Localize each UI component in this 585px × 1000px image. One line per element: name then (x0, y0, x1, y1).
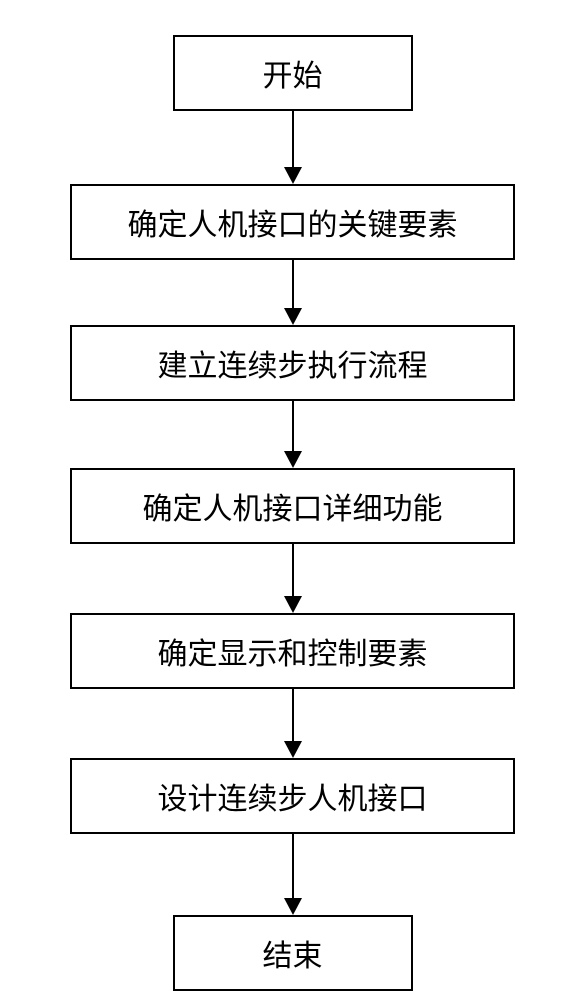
node-label: 结束 (263, 931, 323, 975)
arrow-line (292, 401, 294, 451)
node-label: 确定显示和控制要素 (158, 629, 428, 673)
flowchart-arrow (284, 689, 302, 758)
arrow-line (292, 111, 294, 167)
arrow-line (292, 260, 294, 308)
flowchart-arrow (284, 260, 302, 325)
node-label: 建立连续步执行流程 (158, 341, 428, 385)
arrow-head-icon (284, 451, 302, 468)
arrow-head-icon (284, 741, 302, 758)
node-label: 确定人机接口详细功能 (143, 484, 443, 528)
arrow-head-icon (284, 898, 302, 915)
flowchart-node-step2: 建立连续步执行流程 (70, 325, 515, 401)
arrow-line (292, 544, 294, 596)
arrow-line (292, 834, 294, 898)
flowchart-container: 开始 确定人机接口的关键要素 建立连续步执行流程 确定人机接口详细功能 确定显示… (0, 0, 585, 991)
flowchart-arrow (284, 401, 302, 468)
flowchart-node-step1: 确定人机接口的关键要素 (70, 184, 515, 260)
node-label: 确定人机接口的关键要素 (128, 200, 458, 244)
arrow-line (292, 689, 294, 741)
flowchart-node-end: 结束 (173, 915, 413, 991)
flowchart-node-step4: 确定显示和控制要素 (70, 613, 515, 689)
flowchart-node-step3: 确定人机接口详细功能 (70, 468, 515, 544)
flowchart-node-step5: 设计连续步人机接口 (70, 758, 515, 834)
flowchart-arrow (284, 111, 302, 184)
arrow-head-icon (284, 167, 302, 184)
arrow-head-icon (284, 308, 302, 325)
arrow-head-icon (284, 596, 302, 613)
node-label: 设计连续步人机接口 (158, 774, 428, 818)
flowchart-arrow (284, 834, 302, 915)
flowchart-arrow (284, 544, 302, 613)
flowchart-node-start: 开始 (173, 35, 413, 111)
node-label: 开始 (263, 51, 323, 95)
